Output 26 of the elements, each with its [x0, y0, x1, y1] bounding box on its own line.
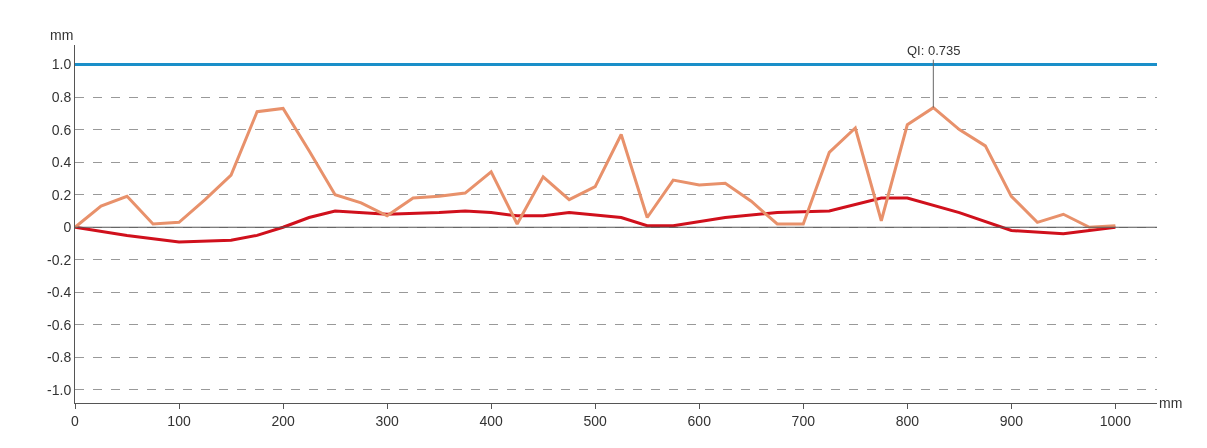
- y-tick-label: -0.8: [47, 349, 72, 366]
- y-tick-label: -0.2: [47, 251, 72, 268]
- x-tick-label: 1000: [1099, 412, 1132, 429]
- x-tick-label: 600: [687, 412, 712, 429]
- x-tick-label: 300: [375, 412, 400, 429]
- y-tick-label: -1.0: [47, 381, 72, 398]
- x-axis-title: mm: [1159, 395, 1183, 411]
- y-tick-label: 0.2: [51, 186, 72, 203]
- line-series: [75, 106, 1117, 229]
- x-tick-label: 400: [479, 412, 504, 429]
- x-tick-label: 700: [791, 412, 816, 429]
- line-series: [75, 196, 1117, 244]
- y-tick-label: 1.0: [51, 56, 72, 73]
- x-tick-label: 500: [583, 412, 608, 429]
- x-tick-label: 100: [167, 412, 191, 429]
- y-tick-label: 0.4: [51, 154, 72, 171]
- y-axis-title: mm: [50, 27, 74, 43]
- x-tick-label: 900: [999, 412, 1024, 429]
- annotation: QI: 0.735: [907, 43, 961, 58]
- y-tick-label: -0.6: [47, 316, 72, 333]
- y-tick-label: 0: [63, 219, 72, 236]
- x-tick-label: 200: [271, 412, 295, 429]
- y-tick-label: 0.8: [51, 88, 72, 105]
- y-tick-label: -0.4: [47, 284, 72, 301]
- y-tick-label: 0.6: [51, 121, 72, 138]
- x-tick-label: 800: [895, 412, 920, 429]
